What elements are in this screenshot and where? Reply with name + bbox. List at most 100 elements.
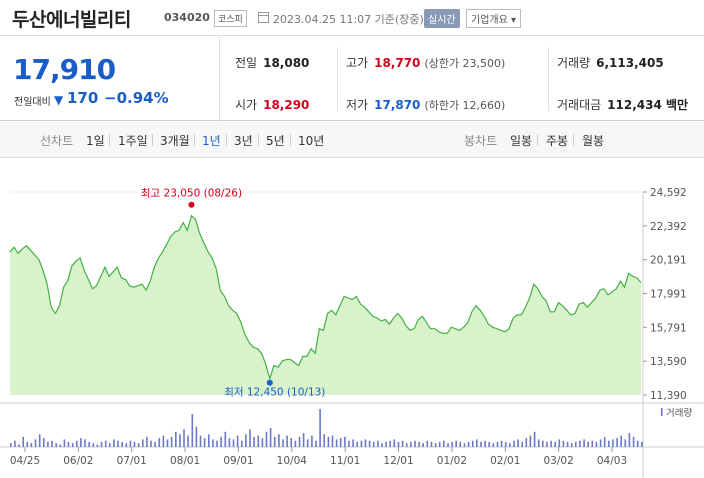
volume-bar <box>166 439 169 447</box>
tab-period-10y[interactable]: 10년 <box>298 134 325 148</box>
volume-bar <box>496 441 499 447</box>
stat-volume: 거래량 6,113,405 <box>557 54 664 71</box>
y-tick-label: 20,191 <box>650 255 687 267</box>
volume-bar <box>554 441 556 447</box>
tab-candle-month[interactable]: 월봉 <box>582 134 605 148</box>
volume-bar <box>438 441 441 447</box>
tab-candle-day[interactable]: 일봉 <box>510 134 533 148</box>
volume-bar <box>414 440 416 447</box>
volume-bar <box>88 441 90 447</box>
volume-bar <box>509 443 511 447</box>
stat-value: 112,434 백만 <box>607 98 689 112</box>
volume-bar <box>290 438 292 447</box>
volume-bar <box>55 443 57 447</box>
volume-bar <box>212 439 214 447</box>
volume-bar <box>570 443 573 447</box>
volume-bar <box>410 441 412 447</box>
volume-bar <box>199 435 202 447</box>
volume-bar <box>372 441 375 447</box>
realtime-button[interactable]: 실시간 <box>424 9 460 28</box>
price-change: 170 <box>67 89 99 107</box>
price-chart: 24,592 22,392 20,191 17,991 15,791 13,590 11,3… <box>0 187 704 478</box>
y-tick-label: 15,791 <box>650 322 687 334</box>
volume-bar <box>96 444 99 447</box>
volume-bar <box>356 441 358 447</box>
company-info-button[interactable]: 기업개요 ▾ <box>466 9 522 28</box>
volume-bar <box>463 443 466 447</box>
stat-label: 거래량 <box>557 56 591 70</box>
volume-bar <box>599 439 602 447</box>
x-tick-label: 04/03 <box>597 455 627 467</box>
quote-datetime: 2023.04.25 11:07 기준(장중) <box>273 13 424 26</box>
volume-bar <box>191 414 194 447</box>
volume-bar <box>323 434 325 447</box>
volume-bar <box>30 443 33 447</box>
min-label: 최저 12,450 (10/13) <box>224 387 325 399</box>
volume-bar <box>47 441 49 447</box>
volume-bar <box>389 440 391 447</box>
volume-bar <box>529 435 532 447</box>
divider <box>548 47 549 111</box>
volume-bar <box>232 439 235 447</box>
volume-bar <box>137 443 140 447</box>
volume-bar <box>175 431 177 447</box>
volume-bar <box>265 431 268 447</box>
volume-bar <box>401 440 404 447</box>
tab-period-3m[interactable]: 3개월 <box>160 134 190 148</box>
tab-period-1y[interactable]: 1년 <box>202 134 221 148</box>
tab-period-5y[interactable]: 5년 <box>266 134 285 148</box>
stat-value: 6,113,405 <box>596 56 664 70</box>
tab-period-1w[interactable]: 1주일 <box>118 134 148 148</box>
volume-bar <box>393 439 396 447</box>
y-tick-label: 24,592 <box>650 187 687 199</box>
stock-code: 034020 <box>164 11 210 24</box>
x-tick-label: 06/02 <box>63 455 93 467</box>
volume-bar <box>632 436 635 447</box>
y-tick-label: 13,590 <box>650 356 687 368</box>
volume-bar <box>492 443 495 447</box>
volume-bar <box>583 439 585 447</box>
tab-candle-chart[interactable]: 봉차트 <box>464 134 498 148</box>
volume-bar <box>430 441 433 447</box>
volume-bar <box>471 440 474 447</box>
tab-candle-week[interactable]: 주봉 <box>546 134 569 148</box>
volume-bar <box>187 435 189 447</box>
stat-value: 18,770 <box>374 56 421 70</box>
change-label: 전일대비 <box>14 97 51 108</box>
volume-bar <box>220 436 222 447</box>
volume-bar <box>426 440 429 447</box>
volume-bar <box>80 438 82 447</box>
volume-bar <box>129 440 132 447</box>
volume-bar <box>521 441 523 447</box>
volume-bar <box>18 444 20 447</box>
tab-line-chart[interactable]: 선차트 <box>40 134 74 148</box>
volume-bar <box>533 431 536 447</box>
volume-bar <box>595 441 598 447</box>
chart-tabs: 선차트 1일 1주일 3개월 1년 3년 5년 10년 봉차트 일봉 주봉 월봉 <box>0 122 704 158</box>
x-tick-label: 02/01 <box>490 455 520 467</box>
tab-separator <box>194 134 195 146</box>
volume-bar <box>352 439 354 447</box>
volume-bar <box>377 440 379 447</box>
volume-bar <box>179 434 181 447</box>
volume-bar <box>335 439 338 447</box>
volume-bar <box>100 441 103 447</box>
x-axis-ticks: 04/25 06/02 07/01 08/01 09/01 10/04 11/01 12/01… <box>10 447 627 467</box>
price-summary: 17,910 전일대비 ▼ 170 −0.94% 전일 18,080 시가 18,2… <box>0 37 704 121</box>
volume-bar <box>339 438 342 447</box>
volume-bar <box>459 441 462 447</box>
volume-bar <box>624 439 627 447</box>
volume-bar <box>385 441 387 447</box>
volume-bar <box>434 443 437 447</box>
volume-bar <box>203 438 206 447</box>
volume-bar <box>113 439 115 447</box>
tab-separator <box>152 134 153 146</box>
volume-bar <box>348 440 350 447</box>
y-tick-label: 22,392 <box>650 221 687 233</box>
volume-bar <box>257 435 260 447</box>
tab-period-3y[interactable]: 3년 <box>234 134 253 148</box>
volume-bar <box>125 443 128 447</box>
tab-period-1d[interactable]: 1일 <box>86 134 105 148</box>
volume-bar <box>331 435 334 447</box>
volume-bar <box>14 440 16 447</box>
